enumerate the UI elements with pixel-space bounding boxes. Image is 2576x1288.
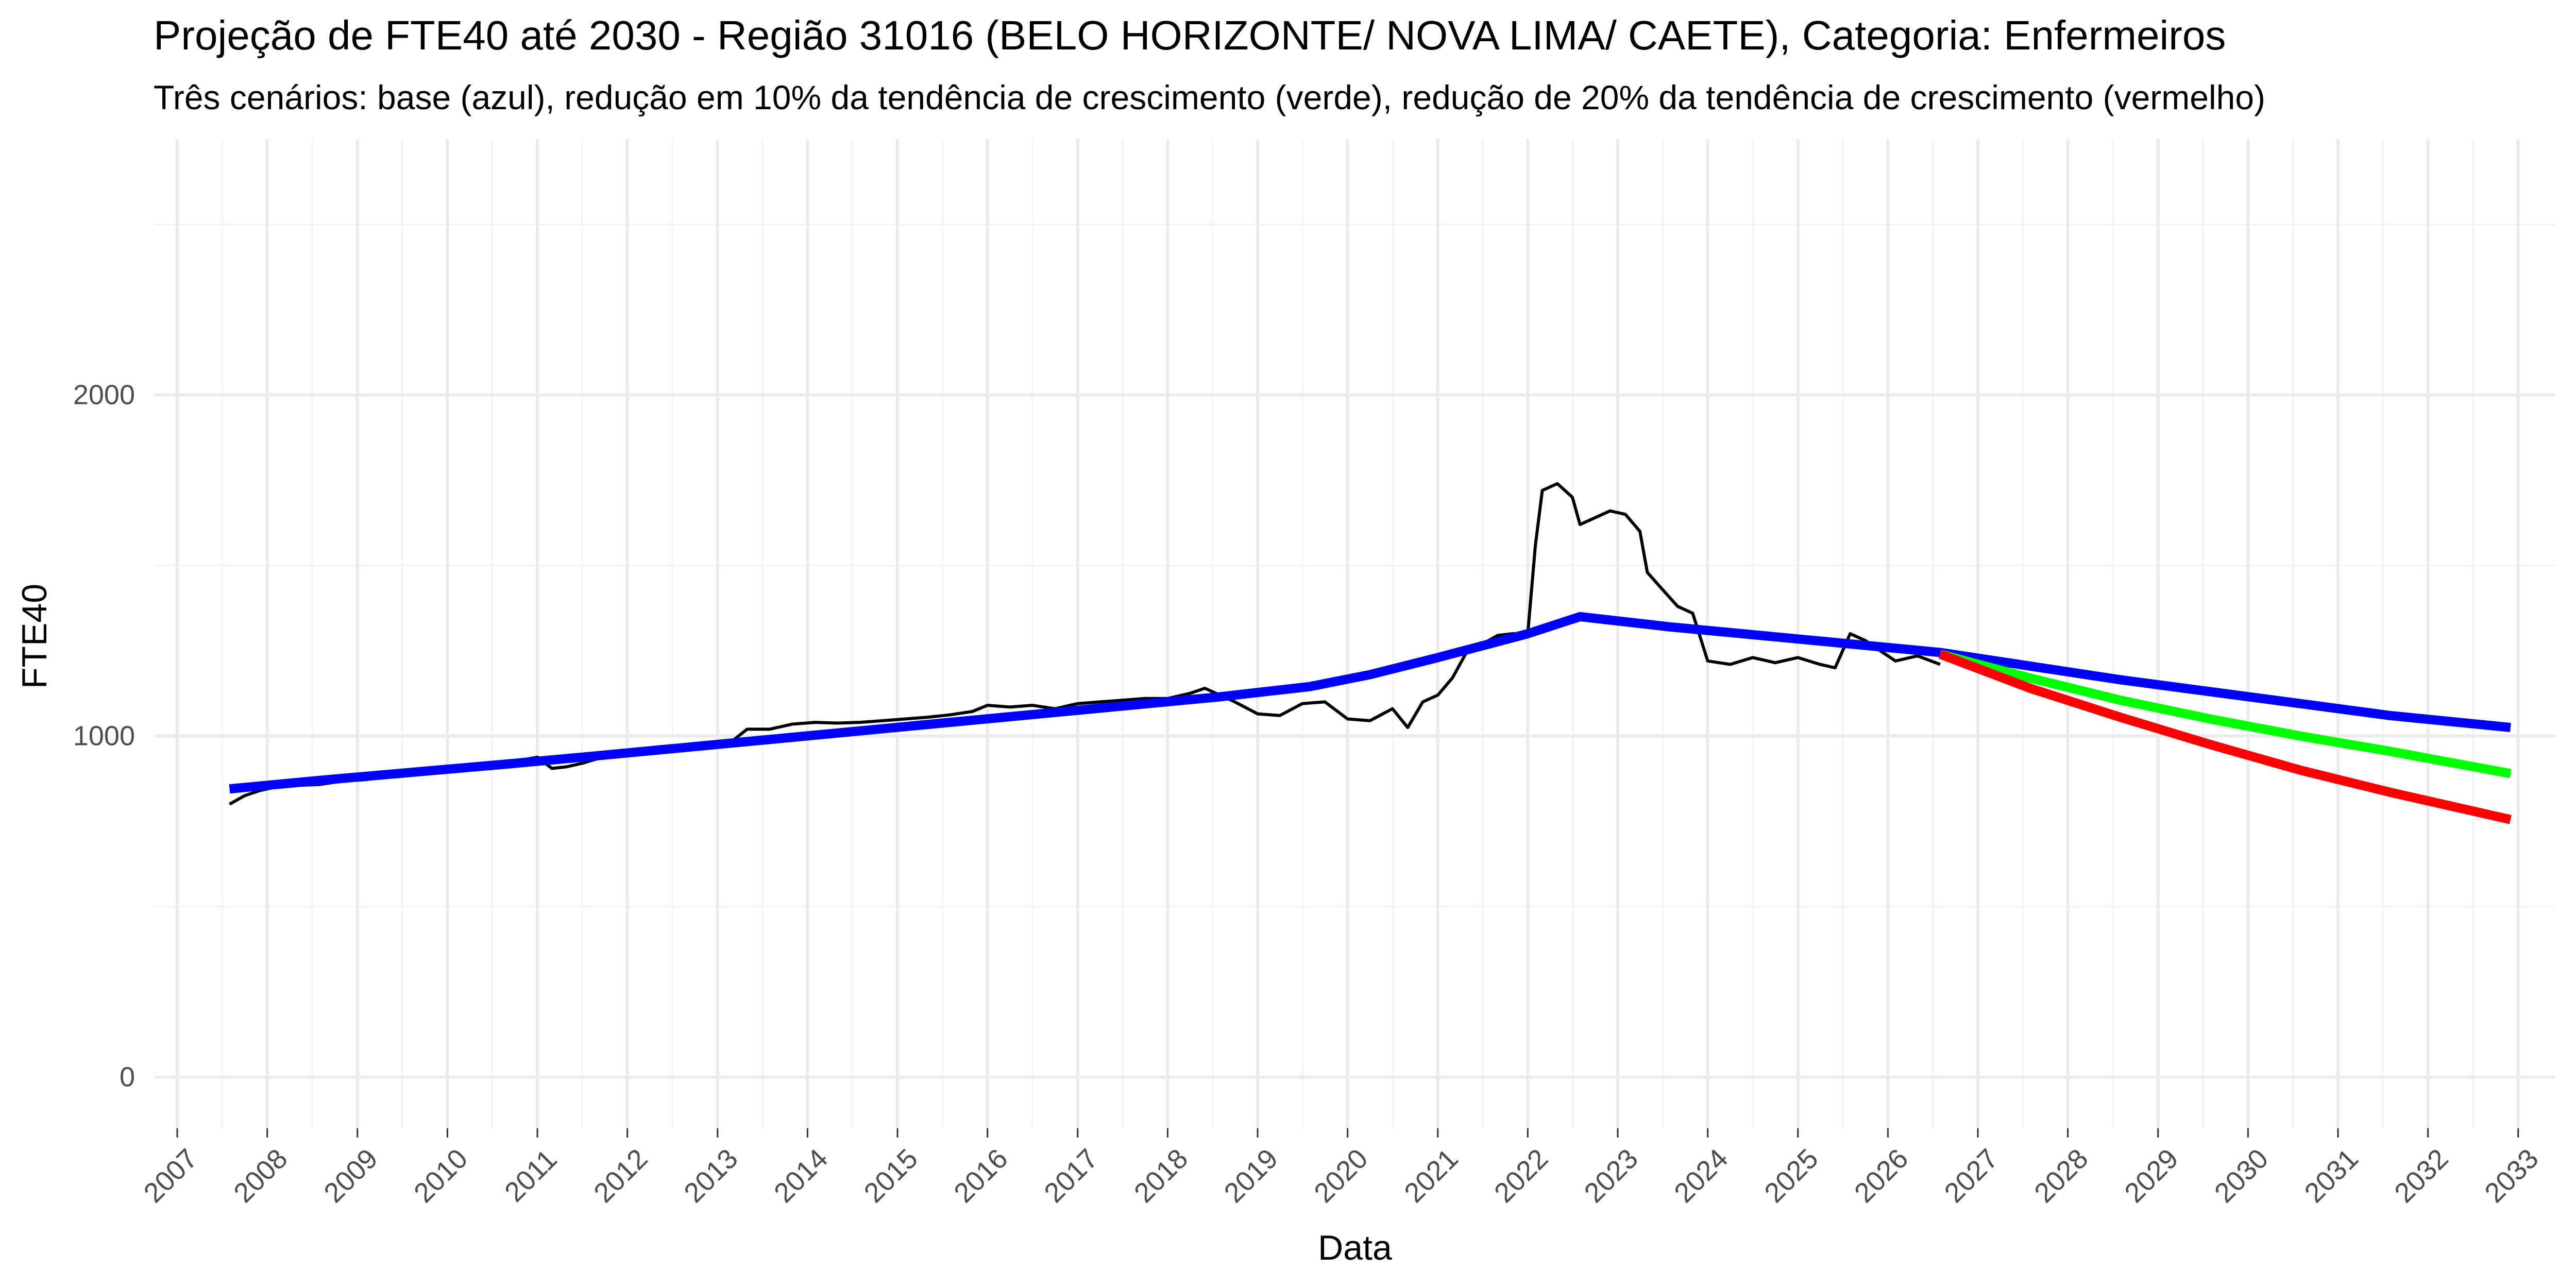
series-line [1938,650,2512,824]
x-tick-label: 2029 [2119,1143,2184,1209]
x-tick-label: 2016 [948,1143,1013,1209]
x-tick-label: 2022 [1488,1143,1554,1209]
x-tick-label: 2032 [2388,1143,2454,1209]
x-axis-title: Data [1318,1228,1392,1267]
x-tick-label: 2033 [2479,1143,2544,1209]
x-tick-label: 2011 [499,1144,563,1208]
x-tick-label: 2018 [1128,1143,1194,1209]
x-tick-label: 2013 [678,1143,743,1209]
x-tick-label: 2010 [408,1143,473,1209]
x-tick-label: 2021 [1398,1143,1464,1209]
x-tick-label: 2025 [1758,1143,1824,1209]
series-line [229,612,2511,794]
x-tick-label: 2023 [1579,1143,1644,1209]
series-layer [228,482,2512,824]
x-tick-label: 2014 [768,1143,834,1209]
x-tick-label: 2015 [858,1143,924,1209]
x-tick-label: 2019 [1218,1143,1284,1209]
x-tick-label: 2031 [2299,1143,2364,1209]
x-tick-label: 2026 [1849,1143,1914,1209]
y-tick-label: 2000 [73,380,135,411]
x-tick-label: 2027 [1939,1143,2004,1209]
x-tick-label: 2020 [1308,1143,1374,1209]
tick-layer: 0 1000 2000 2007 2008 2009 2010 2011 2012 2013 201… [73,380,2545,1209]
series-line [1939,650,2512,778]
x-tick-label: 2028 [2028,1143,2094,1209]
y-tick-label: 1000 [73,721,135,752]
series-line [228,482,1941,806]
chart-title: Projeção de FTE40 até 2030 - Região 3101… [154,12,2226,58]
y-tick-label: 0 [120,1062,135,1093]
x-tick-label: 2009 [318,1143,383,1209]
x-tick-label: 2007 [138,1143,204,1209]
chart-subtitle: Três cenários: base (azul), redução em 1… [154,78,2265,116]
x-tick-label: 2008 [228,1143,293,1209]
y-axis-title: FTE40 [15,584,54,689]
x-tick-label: 2030 [2209,1143,2274,1209]
x-tick-label: 2012 [588,1143,653,1209]
x-tick-label: 2024 [1668,1143,1734,1209]
x-tick-label: 2017 [1038,1143,1104,1209]
grid-layer [155,139,2555,1128]
